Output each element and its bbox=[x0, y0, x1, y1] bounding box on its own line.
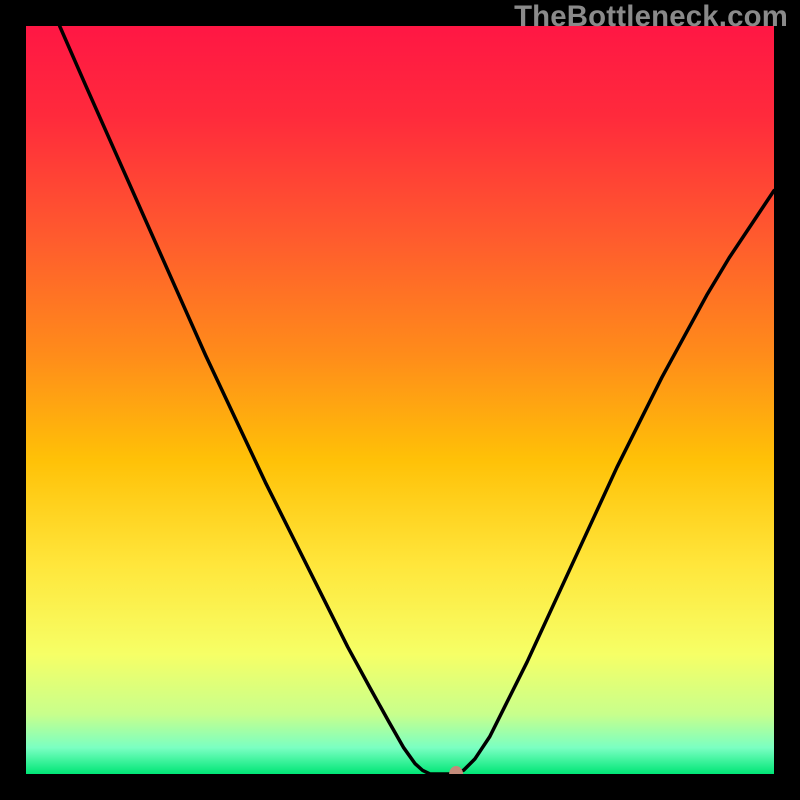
watermark-label: TheBottleneck.com bbox=[514, 0, 788, 34]
chart-frame: TheBottleneck.com bbox=[0, 0, 800, 800]
chart-svg bbox=[26, 26, 774, 774]
plot-area bbox=[26, 26, 774, 774]
plot-background bbox=[26, 26, 774, 774]
